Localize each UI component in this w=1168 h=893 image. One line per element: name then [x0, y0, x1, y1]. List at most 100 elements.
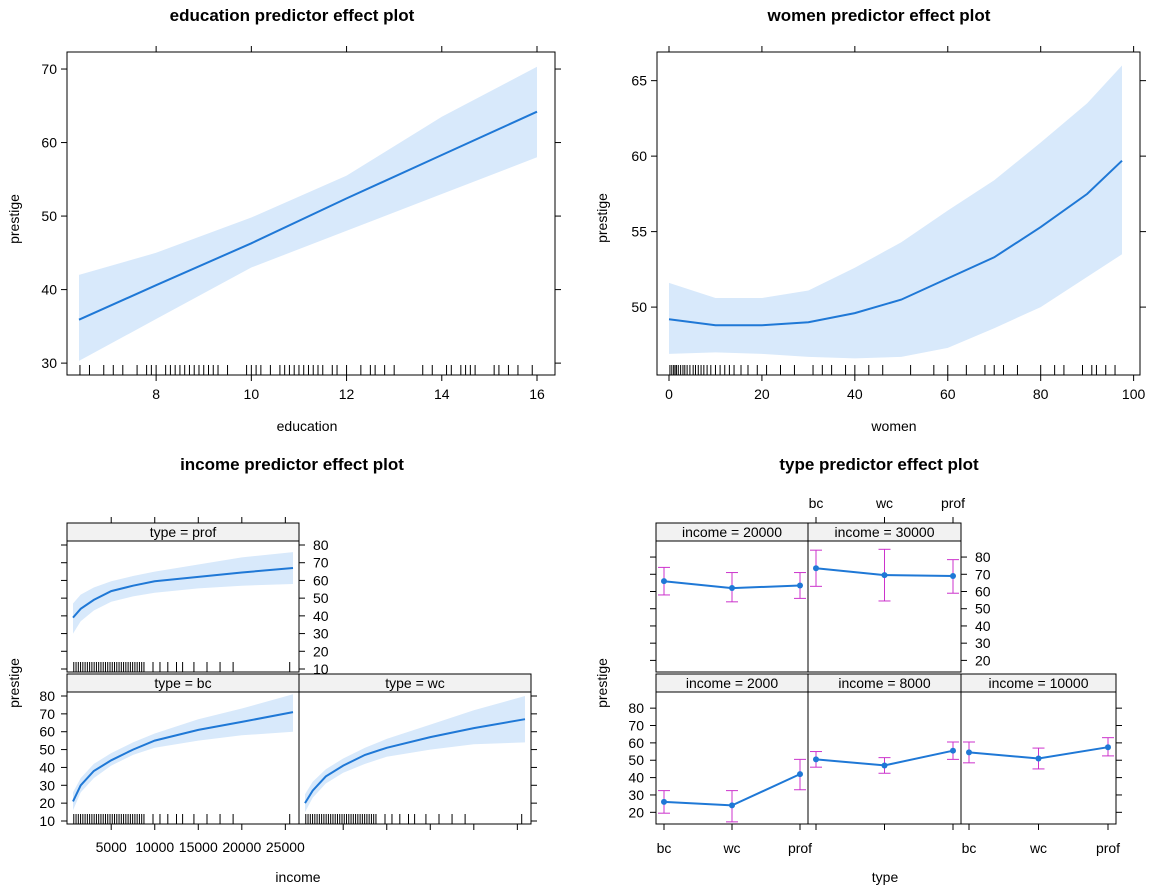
income-y-tick-label-left: 40: [39, 759, 55, 775]
women-x-tick-label: 0: [665, 386, 673, 402]
women-x-tick-label: 60: [940, 386, 956, 402]
income-prof-strip: [66, 522, 300, 542]
type-y-tick-label-left: 70: [628, 718, 644, 734]
education-x-tick-label: 8: [152, 386, 160, 402]
women-x-tick-label: 20: [754, 386, 770, 402]
income-prof-strip-label: type = prof: [150, 524, 217, 540]
type-y-tick-label-right: 20: [975, 652, 991, 668]
income-y-tick-label-right: 70: [313, 555, 329, 571]
type-income-30000-point: [950, 573, 956, 579]
income-x-axis-label: income: [275, 869, 320, 885]
women-plot-title: women predictor effect plot: [767, 6, 991, 25]
income-y-tick-label-left: 80: [39, 688, 55, 704]
women-x-tick-label: 40: [847, 386, 863, 402]
education-confidence-band: [79, 66, 537, 361]
type-x-tick-label-top: wc: [875, 495, 893, 511]
type-x-tick-label: bc: [962, 840, 977, 856]
education-y-tick-label: 40: [41, 282, 57, 298]
women-effect-line: [668, 159, 1123, 327]
type-income-10000-strip: [960, 673, 1117, 693]
education-x-tick-label: 12: [339, 386, 355, 402]
education-x-tick-label: 16: [529, 386, 545, 402]
income-y-tick-label-left: 30: [39, 777, 55, 793]
type-income-20000-point: [661, 578, 667, 585]
type-effect-plot: income = 20000 income = 30000 income = 200…: [628, 495, 1122, 856]
type-income-10000-strip-label: income = 10000: [988, 675, 1088, 691]
education-x-tick-label: 14: [434, 386, 450, 402]
type-y-tick-label-left: 60: [628, 735, 644, 751]
income-y-tick-label-left: 50: [39, 742, 55, 758]
income-y-tick-label-right: 80: [313, 537, 329, 553]
income-prof-effect-line: [72, 567, 294, 619]
type-x-tick-label: prof: [1096, 840, 1120, 856]
women-effect-plot: 0 20 40 60 80 100 50 55 60 65: [631, 46, 1146, 402]
type-x-tick-label: bc: [657, 840, 672, 856]
education-y-tick-label: 30: [41, 355, 57, 371]
education-x-axis-label: education: [277, 418, 338, 434]
type-income-30000-point: [813, 565, 819, 572]
women-panel-frame: [656, 51, 1141, 376]
education-y-tick-label: 70: [41, 61, 57, 77]
type-income-2000-point: [797, 771, 803, 778]
income-wc-effect-line: [304, 718, 526, 804]
income-y-tick-label-right: 40: [313, 608, 329, 624]
type-income-8000-point: [950, 747, 956, 754]
income-plot-title: income predictor effect plot: [180, 455, 404, 474]
type-y-tick-label-left: 30: [628, 787, 644, 803]
type-y-tick-label-left: 40: [628, 770, 644, 786]
type-x-tick-label: wc: [1029, 840, 1047, 856]
income-bc-strip-label: type = bc: [154, 675, 211, 691]
type-income-10000-point: [966, 749, 972, 756]
women-y-tick-label: 55: [631, 224, 647, 240]
type-y-tick-label-right: 60: [975, 584, 991, 600]
education-plot-title: education predictor effect plot: [170, 6, 415, 25]
income-x-tick-label: 5000: [96, 839, 127, 855]
type-income-8000-point: [881, 762, 888, 769]
type-income-2000-point: [661, 798, 667, 805]
type-x-axis-label: type: [872, 869, 899, 885]
income-x-tick-label: 25000: [266, 839, 305, 855]
type-income-10000-point: [1035, 755, 1042, 762]
women-x-tick-label: 80: [1033, 386, 1049, 402]
women-x-axis-label: women: [870, 418, 916, 434]
type-income-2000-point: [729, 802, 735, 809]
type-y-tick-label-left: 50: [628, 752, 644, 768]
education-y-tick-label: 50: [41, 208, 57, 224]
income-y-axis-label: prestige: [6, 658, 22, 708]
type-income-2000-strip-label: income = 2000: [686, 675, 778, 691]
income-bc-confidence-band: [73, 694, 293, 811]
women-y-tick-label: 50: [631, 299, 647, 315]
type-y-tick-label-right: 80: [975, 549, 991, 565]
education-x-tick-label: 10: [244, 386, 260, 402]
type-income-10000-point: [1105, 744, 1111, 751]
women-y-axis-label: prestige: [594, 193, 610, 243]
income-wc-strip-label: type = wc: [385, 675, 445, 691]
income-bc-panel-frame: [66, 673, 300, 825]
income-y-tick-label-left: 60: [39, 724, 55, 740]
income-y-tick-label-left: 20: [39, 795, 55, 811]
women-y-tick-label: 65: [631, 73, 647, 89]
income-y-tick-label-right: 50: [313, 590, 329, 606]
income-y-tick-label-right: 30: [313, 626, 329, 642]
income-y-tick-label-left: 70: [39, 706, 55, 722]
type-y-tick-label-left: 20: [628, 804, 644, 820]
type-x-tick-label-top: prof: [941, 495, 965, 511]
type-x-tick-label: wc: [722, 840, 740, 856]
type-y-tick-label-right: 30: [975, 635, 991, 651]
type-y-tick-label-right: 50: [975, 601, 991, 617]
income-y-tick-label-right: 10: [313, 661, 329, 677]
income-y-tick-label-right: 20: [313, 643, 329, 659]
education-effect-plot: 8 10 12 14 16 30 40 50 60 70: [41, 46, 561, 402]
women-y-tick-label: 60: [631, 148, 647, 164]
income-x-tick-label: 15000: [179, 839, 218, 855]
income-x-tick-label: 10000: [135, 839, 174, 855]
type-income-20000-point: [797, 582, 803, 589]
type-income-20000-point: [729, 585, 735, 592]
education-panel-frame: [66, 51, 556, 376]
women-confidence-band: [669, 65, 1122, 359]
type-plot-title: type predictor effect plot: [779, 455, 979, 474]
type-income-8000-point: [813, 756, 819, 763]
type-y-tick-label-right: 40: [975, 618, 991, 634]
